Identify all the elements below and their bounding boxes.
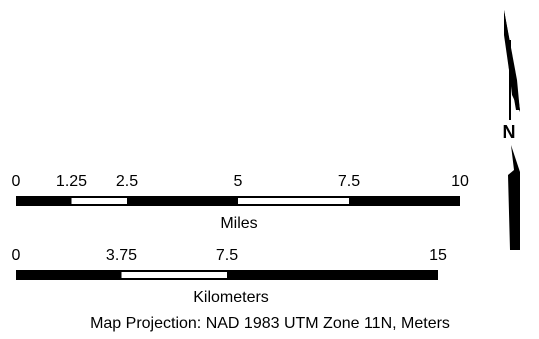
scale-bar-kilometers xyxy=(16,270,438,280)
miles-unit-label: Miles xyxy=(220,215,258,232)
scale-tick-label: 2.5 xyxy=(115,173,139,190)
scale-tick-label: 0 xyxy=(11,173,21,190)
north-arrow-label: N xyxy=(503,122,516,142)
scale-bar-white-segment xyxy=(121,272,227,278)
scale-tick-label: 7.5 xyxy=(215,247,239,264)
scale-tick-label: 7.5 xyxy=(337,173,361,190)
scale-tick-label: 10 xyxy=(451,173,469,190)
north-arrow-lower xyxy=(508,145,520,250)
scale-tick-label: 0 xyxy=(11,247,21,264)
scale-bar-white-segment xyxy=(71,198,127,204)
kilometers-unit-label: Kilometers xyxy=(193,289,269,306)
scale-tick-label: 1.25 xyxy=(55,173,88,190)
north-arrow-upper-right xyxy=(504,10,520,112)
map-projection-text: Map Projection: NAD 1983 UTM Zone 11N, M… xyxy=(90,315,450,332)
scale-tick-label: 5 xyxy=(233,173,243,190)
scale-bar-miles xyxy=(16,196,460,206)
north-arrow-icon: N xyxy=(503,10,520,250)
scale-tick-label: 15 xyxy=(429,247,447,264)
scale-tick-label: 3.75 xyxy=(105,247,138,264)
scale-bar-white-segment xyxy=(238,198,349,204)
